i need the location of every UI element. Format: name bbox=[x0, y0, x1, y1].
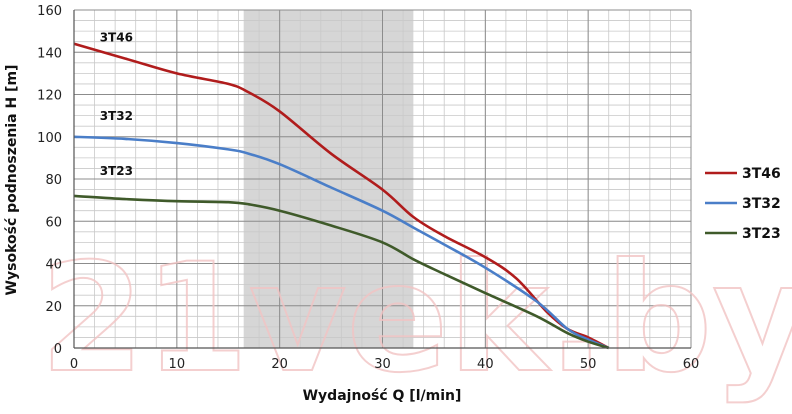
x-tick-label: 40 bbox=[477, 357, 494, 372]
legend: 3T46 3T32 3T23 bbox=[705, 166, 781, 242]
curve-labels: 3T46 3T32 3T23 bbox=[100, 31, 133, 178]
x-tick-label: 20 bbox=[271, 357, 288, 372]
y-tick-label: 140 bbox=[37, 46, 62, 61]
series-line-3t32 bbox=[73, 135, 610, 350]
x-tick-label: 10 bbox=[169, 357, 186, 372]
y-tick-label: 100 bbox=[37, 131, 62, 146]
curve-label-3t32: 3T32 bbox=[100, 109, 133, 123]
axes bbox=[73, 10, 691, 349]
x-tick-label: 60 bbox=[683, 357, 700, 372]
x-axis-title: Wydajność Q [l/min] bbox=[303, 388, 462, 404]
y-tick-labels: 0 20 40 60 80 100 120 140 160 bbox=[37, 4, 62, 357]
x-tick-labels: 0 10 20 30 40 50 60 bbox=[70, 357, 699, 372]
y-tick-label: 80 bbox=[45, 173, 62, 188]
y-tick-label: 60 bbox=[45, 215, 62, 230]
y-tick-label: 120 bbox=[37, 89, 62, 104]
series-lines bbox=[73, 42, 610, 350]
legend-label-3t23: 3T23 bbox=[742, 226, 781, 242]
y-tick-label: 40 bbox=[45, 258, 62, 273]
curve-label-3t46: 3T46 bbox=[100, 31, 133, 45]
watermark: 21vek.by bbox=[40, 232, 792, 406]
y-tick-label: 160 bbox=[37, 4, 62, 19]
y-axis-title: Wysokość podnoszenia H [m] bbox=[4, 65, 20, 296]
x-tick-label: 30 bbox=[374, 357, 391, 372]
legend-label-3t46: 3T46 bbox=[742, 166, 781, 182]
series-line-3t23 bbox=[73, 194, 610, 350]
legend-label-3t32: 3T32 bbox=[742, 196, 781, 212]
x-tick-label: 50 bbox=[580, 357, 597, 372]
y-tick-label: 0 bbox=[54, 342, 62, 357]
y-tick-label: 20 bbox=[45, 300, 62, 315]
curve-label-3t23: 3T23 bbox=[100, 164, 133, 178]
x-tick-label: 0 bbox=[70, 357, 78, 372]
